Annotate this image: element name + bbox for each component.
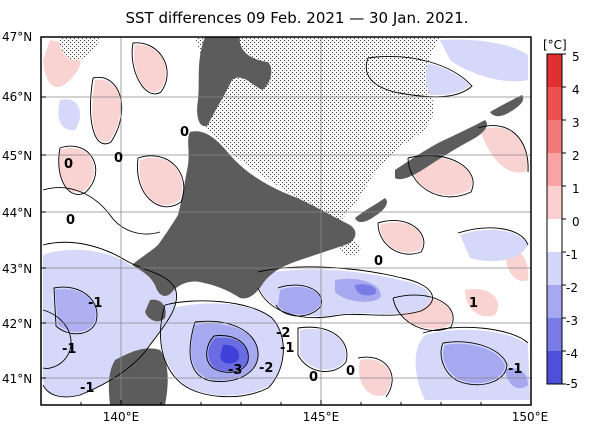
contour-labels: 0 0 0 0 0 -1 -1 -1 -2 -1 -3 -2 0 0 1 -1 [62,125,522,396]
contour-label: 0 [346,364,355,379]
colorbar-unit: [°C] [543,38,567,52]
frame-ticks [41,96,482,405]
contour-label: -1 [508,362,522,377]
hokkaido [132,131,356,299]
contour-label: 0 [180,125,189,140]
contour-label: 1 [469,296,478,311]
colorbar-swatch [547,87,562,120]
map-frame [40,36,532,406]
contour-label: 0 [114,151,123,166]
contour-label: 0 [66,213,75,228]
colorbar-tick: 5 [572,50,580,64]
lon-label-140: 140°E [102,410,140,424]
colorbar-swatch [547,186,562,219]
oshima-tip [145,299,166,322]
contour-label: 0 [309,370,318,385]
lat-label-45: 45°N [2,149,33,163]
lat-label-46: 46°N [2,90,33,104]
contour-label: 0 [64,157,73,172]
colorbar-swatch [547,120,562,153]
colorbar-tick: 1 [572,182,580,196]
colorbar-tick: -3 [566,314,578,328]
colorbar-swatch [547,285,562,318]
colorbar-tick: 4 [572,83,580,97]
colorbar-tick: -1 [566,248,578,262]
contour-label: -3 [228,363,242,378]
sakhalin [197,37,272,127]
lat-label-44: 44°N [2,206,33,220]
colorbar-tick: -4 [566,347,578,361]
colorbar-swatch [547,252,562,285]
kuril-islands [395,120,487,180]
colorbar-tick: -5 [566,377,578,391]
lon-label-150: 150°E [511,410,549,424]
honshu [108,348,168,405]
sea-ice-area [60,37,100,61]
colorbar-tick: -2 [566,281,578,295]
warm-anomaly-areas [43,40,529,396]
colorbar-swatch [547,318,562,351]
lon-label-145: 145°E [302,410,340,424]
colorbar-swatch [547,351,562,384]
contour-label: -1 [80,381,94,396]
colorbar-tick: 2 [572,149,580,163]
lat-label-42: 42°N [2,317,33,331]
contour-label: -1 [62,342,76,357]
colorbar-swatch [547,219,562,252]
lat-label-41: 41°N [2,372,33,386]
colorbar [546,53,566,385]
map-title: SST differences 09 Feb. 2021 — 30 Jan. 2… [125,9,469,27]
contour-label: -2 [259,361,273,376]
colorbar-swatch [547,54,562,87]
lat-label-43: 43°N [2,262,33,276]
contour-label: -2 [276,326,290,341]
colorbar-swatch [547,153,562,186]
kuril-islands [355,198,387,223]
contour-label: -1 [88,296,102,311]
grid-lines [41,37,531,405]
lat-label-47: 47°N [2,30,33,44]
colorbar-tick: 3 [572,116,580,130]
kuril-islands [490,95,524,117]
colorbar-tick: 0 [572,215,580,229]
land-areas [108,37,524,405]
contour-label: 0 [374,254,383,269]
contour-label: -1 [280,341,294,356]
